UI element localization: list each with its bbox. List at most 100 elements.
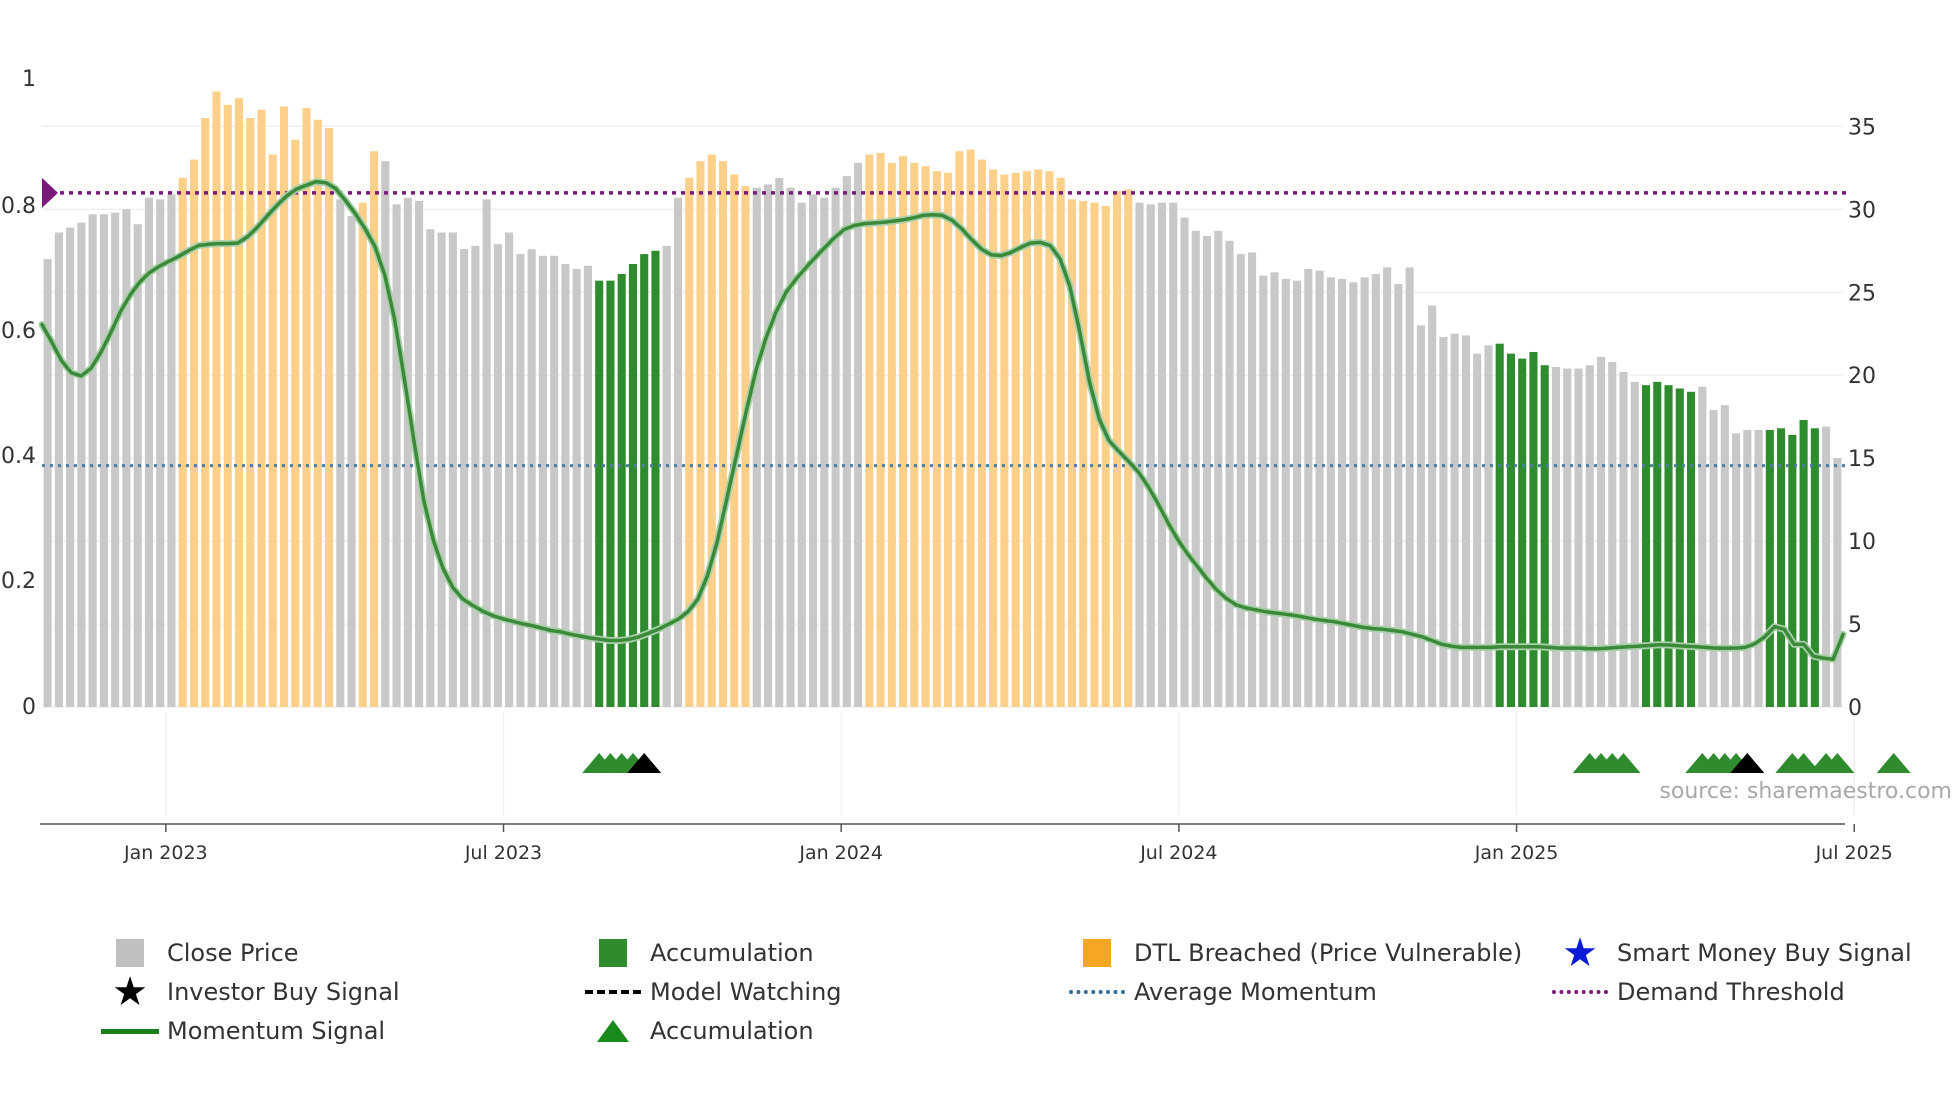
close-price-bar — [1720, 405, 1729, 707]
dtl-breached-bar — [1124, 189, 1133, 707]
close-price-bar — [1135, 202, 1144, 708]
accumulation-bar — [1777, 428, 1786, 707]
close-price-bar — [1585, 365, 1594, 707]
close-price-bar — [1732, 433, 1741, 707]
close-price-bar — [426, 229, 435, 707]
dtl-breached-bar — [1079, 201, 1088, 707]
accumulation-marker-icon — [1606, 753, 1641, 773]
dtl-breached-bar — [1000, 174, 1009, 708]
dtl-breached-bar — [370, 151, 379, 708]
close-price-bar — [43, 259, 52, 707]
dtl-breached-bar — [257, 109, 266, 707]
close-price-bar — [493, 244, 502, 707]
close-price-bar — [133, 224, 142, 708]
x-tick-label: Jul 2025 — [1815, 842, 1893, 864]
momentum-signal-glow — [38, 178, 1847, 663]
dtl-breached-bar — [887, 162, 896, 708]
dtl-breached-bar — [234, 98, 244, 707]
accumulation-bar — [1653, 381, 1662, 707]
x-tick-label: Jul 2024 — [1139, 842, 1217, 864]
momentum-signal-line — [40, 179, 1845, 662]
dtl-breached-bar — [1022, 171, 1031, 707]
accumulation-marker-icon — [1876, 753, 1911, 773]
close-price-bar — [471, 245, 480, 707]
dtl-breached-bar — [1034, 169, 1043, 708]
axes: Jan 2023 Jul 2023 Jan 2024 Jul 2024 Jan 2025… — [1, 67, 1893, 864]
right-tick-label: 0 — [1848, 696, 1862, 721]
dtl-breached-bar — [1090, 202, 1099, 708]
dtl-breached-bar — [685, 177, 694, 708]
dtl-breached-bar — [279, 106, 289, 707]
close-price-bar — [156, 199, 165, 707]
dtl-breached-bar — [268, 154, 277, 707]
close-price-bar — [786, 187, 795, 708]
accumulation-bar — [1540, 365, 1549, 707]
close-price-bar — [1709, 410, 1718, 707]
dtl-breached-bar — [955, 151, 964, 708]
dtl-breached-bar — [718, 161, 728, 707]
dtl-breached-bar — [989, 169, 998, 708]
x-tick-label: Jan 2024 — [798, 842, 883, 864]
dtl-breached-bar — [932, 171, 941, 707]
close-price-bar — [381, 161, 390, 707]
dtl-breached-bar — [876, 152, 885, 707]
close-price-bar — [775, 177, 784, 708]
close-price-bar — [1822, 426, 1831, 707]
close-price-bar — [99, 214, 108, 707]
close-price-bar — [1270, 272, 1279, 707]
close-price-bar — [527, 249, 536, 707]
close-price-bar — [1428, 305, 1437, 707]
close-price-bar — [1360, 277, 1369, 707]
close-price-bar — [167, 194, 176, 707]
close-price-bar — [1383, 267, 1392, 707]
close-price-bar — [662, 245, 671, 707]
accumulation-bar — [628, 264, 637, 707]
accumulation-bar — [1506, 353, 1515, 707]
left-tick-label: 1 — [22, 67, 36, 92]
close-price-bar — [538, 255, 547, 707]
dtl-breached-bar — [977, 159, 986, 708]
dtl-breached-bar — [899, 156, 908, 708]
close-price-bar — [1191, 230, 1200, 707]
dtl-breached-bar — [223, 104, 232, 708]
close-price-bar — [1439, 337, 1448, 707]
dtl-breached-bar — [189, 159, 199, 708]
close-price-bar — [820, 197, 829, 707]
close-price-bar — [1754, 429, 1763, 707]
close-price-bar — [673, 197, 683, 707]
dtl-breached-bar — [1011, 172, 1020, 707]
threshold-marker-icon — [42, 177, 58, 208]
dtl-breached-bar — [1056, 177, 1065, 708]
dtl-breached-bar — [1067, 199, 1076, 707]
close-price-bar — [77, 222, 86, 707]
close-price-bar — [1416, 325, 1425, 707]
close-price-bar — [448, 232, 457, 707]
accumulation-bar — [1799, 420, 1808, 707]
close-price-bar — [516, 254, 525, 707]
close-price-bar — [1608, 361, 1617, 707]
close-price-bar — [1574, 368, 1583, 707]
close-price-bar — [1405, 267, 1414, 707]
accumulation-bar — [1518, 358, 1527, 707]
dtl-breached-bar — [178, 177, 187, 708]
left-tick-label: 0.8 — [1, 194, 36, 219]
x-tick-label: Jul 2023 — [464, 842, 542, 864]
accumulation-bar — [1675, 388, 1684, 707]
accumulation-bar — [1788, 434, 1797, 707]
investor-buy-marker-icon — [1730, 753, 1765, 773]
close-price-bar — [437, 232, 446, 707]
close-price-bar — [1630, 381, 1639, 707]
close-price-bar — [1247, 252, 1257, 707]
close-price-bar — [392, 204, 401, 707]
close-price-bar — [1461, 335, 1470, 707]
close-price-bar — [403, 197, 412, 707]
accumulation-marker-icon — [1786, 753, 1821, 773]
dtl-breached-bar — [1101, 205, 1110, 708]
close-price-bar — [1371, 274, 1380, 707]
accumulation-bar — [1810, 428, 1819, 707]
close-price-bar — [1349, 282, 1358, 707]
close-price-bar — [1146, 204, 1155, 707]
dtl-breached-bar — [302, 108, 311, 708]
close-price-bar — [1326, 277, 1335, 707]
close-price-bar — [482, 199, 491, 707]
